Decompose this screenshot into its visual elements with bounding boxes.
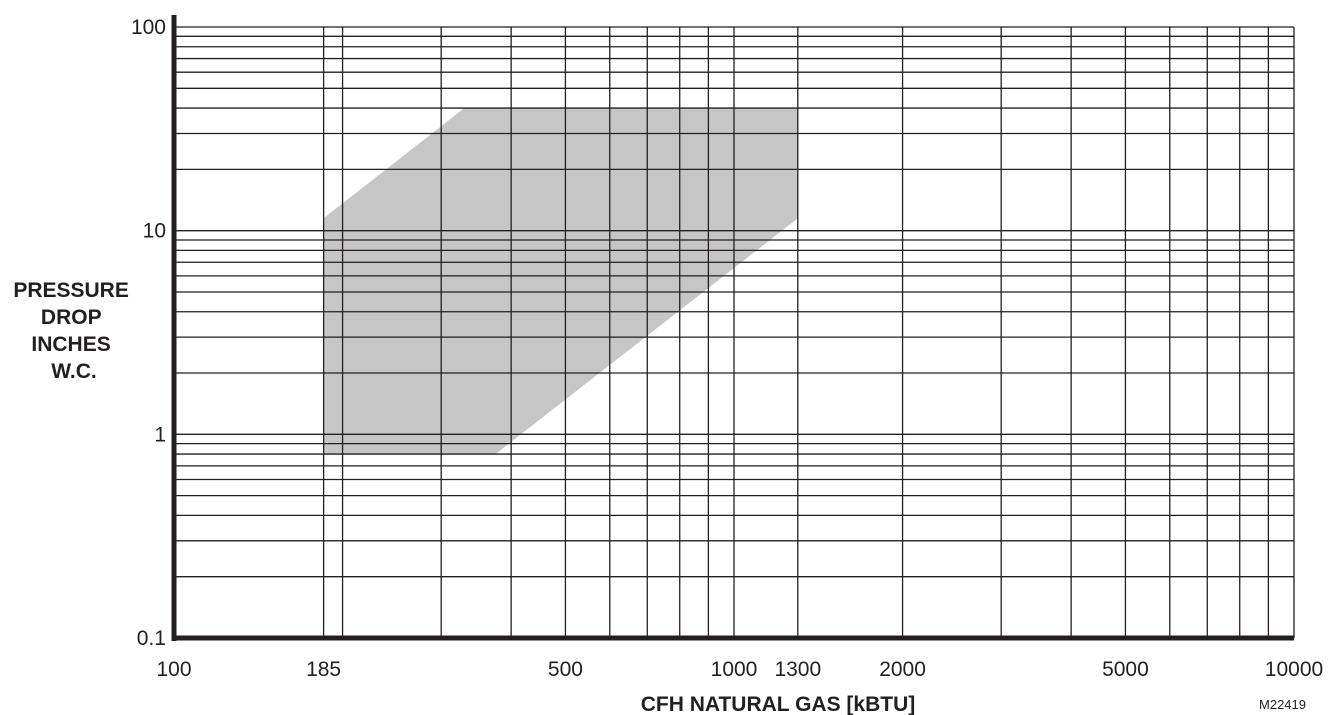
- y-axis-title-line: INCHES: [31, 333, 110, 356]
- y-tick-label: 0.1: [137, 627, 166, 650]
- x-tick-label: 5000: [1102, 658, 1149, 681]
- x-tick-label: 185: [306, 658, 341, 681]
- y-axis-title: PRESSURE DROP INCHES W.C.: [13, 279, 134, 383]
- y-axis-title-line: DROP: [41, 306, 102, 329]
- operating-region-layer: [323, 108, 798, 455]
- x-tick-label: 2000: [879, 658, 926, 681]
- x-tick-label: 100: [156, 658, 191, 681]
- x-tick-label: 10000: [1265, 658, 1323, 681]
- y-tick-label: 10: [143, 220, 166, 243]
- grid-layer: [173, 26, 1295, 639]
- x-tick-label: 1300: [774, 658, 821, 681]
- x-axis-title: CFH NATURAL GAS [kBTU]: [641, 693, 916, 715]
- tick-label-layer: 100 185 500 1000 1300 2000 5000 10000 100 10 1 0.1: [131, 16, 1323, 681]
- y-axis-title-line: PRESSURE: [13, 279, 129, 302]
- axis-layer: [171, 15, 1294, 641]
- x-tick-label: 1000: [711, 658, 758, 681]
- y-tick-label: 100: [131, 16, 166, 39]
- y-axis-title-line: W.C.: [51, 360, 97, 383]
- figure-id-label: M22419: [1259, 697, 1306, 712]
- y-tick-label: 1: [154, 423, 166, 446]
- operating-region: [323, 108, 798, 455]
- x-tick-label: 500: [548, 658, 583, 681]
